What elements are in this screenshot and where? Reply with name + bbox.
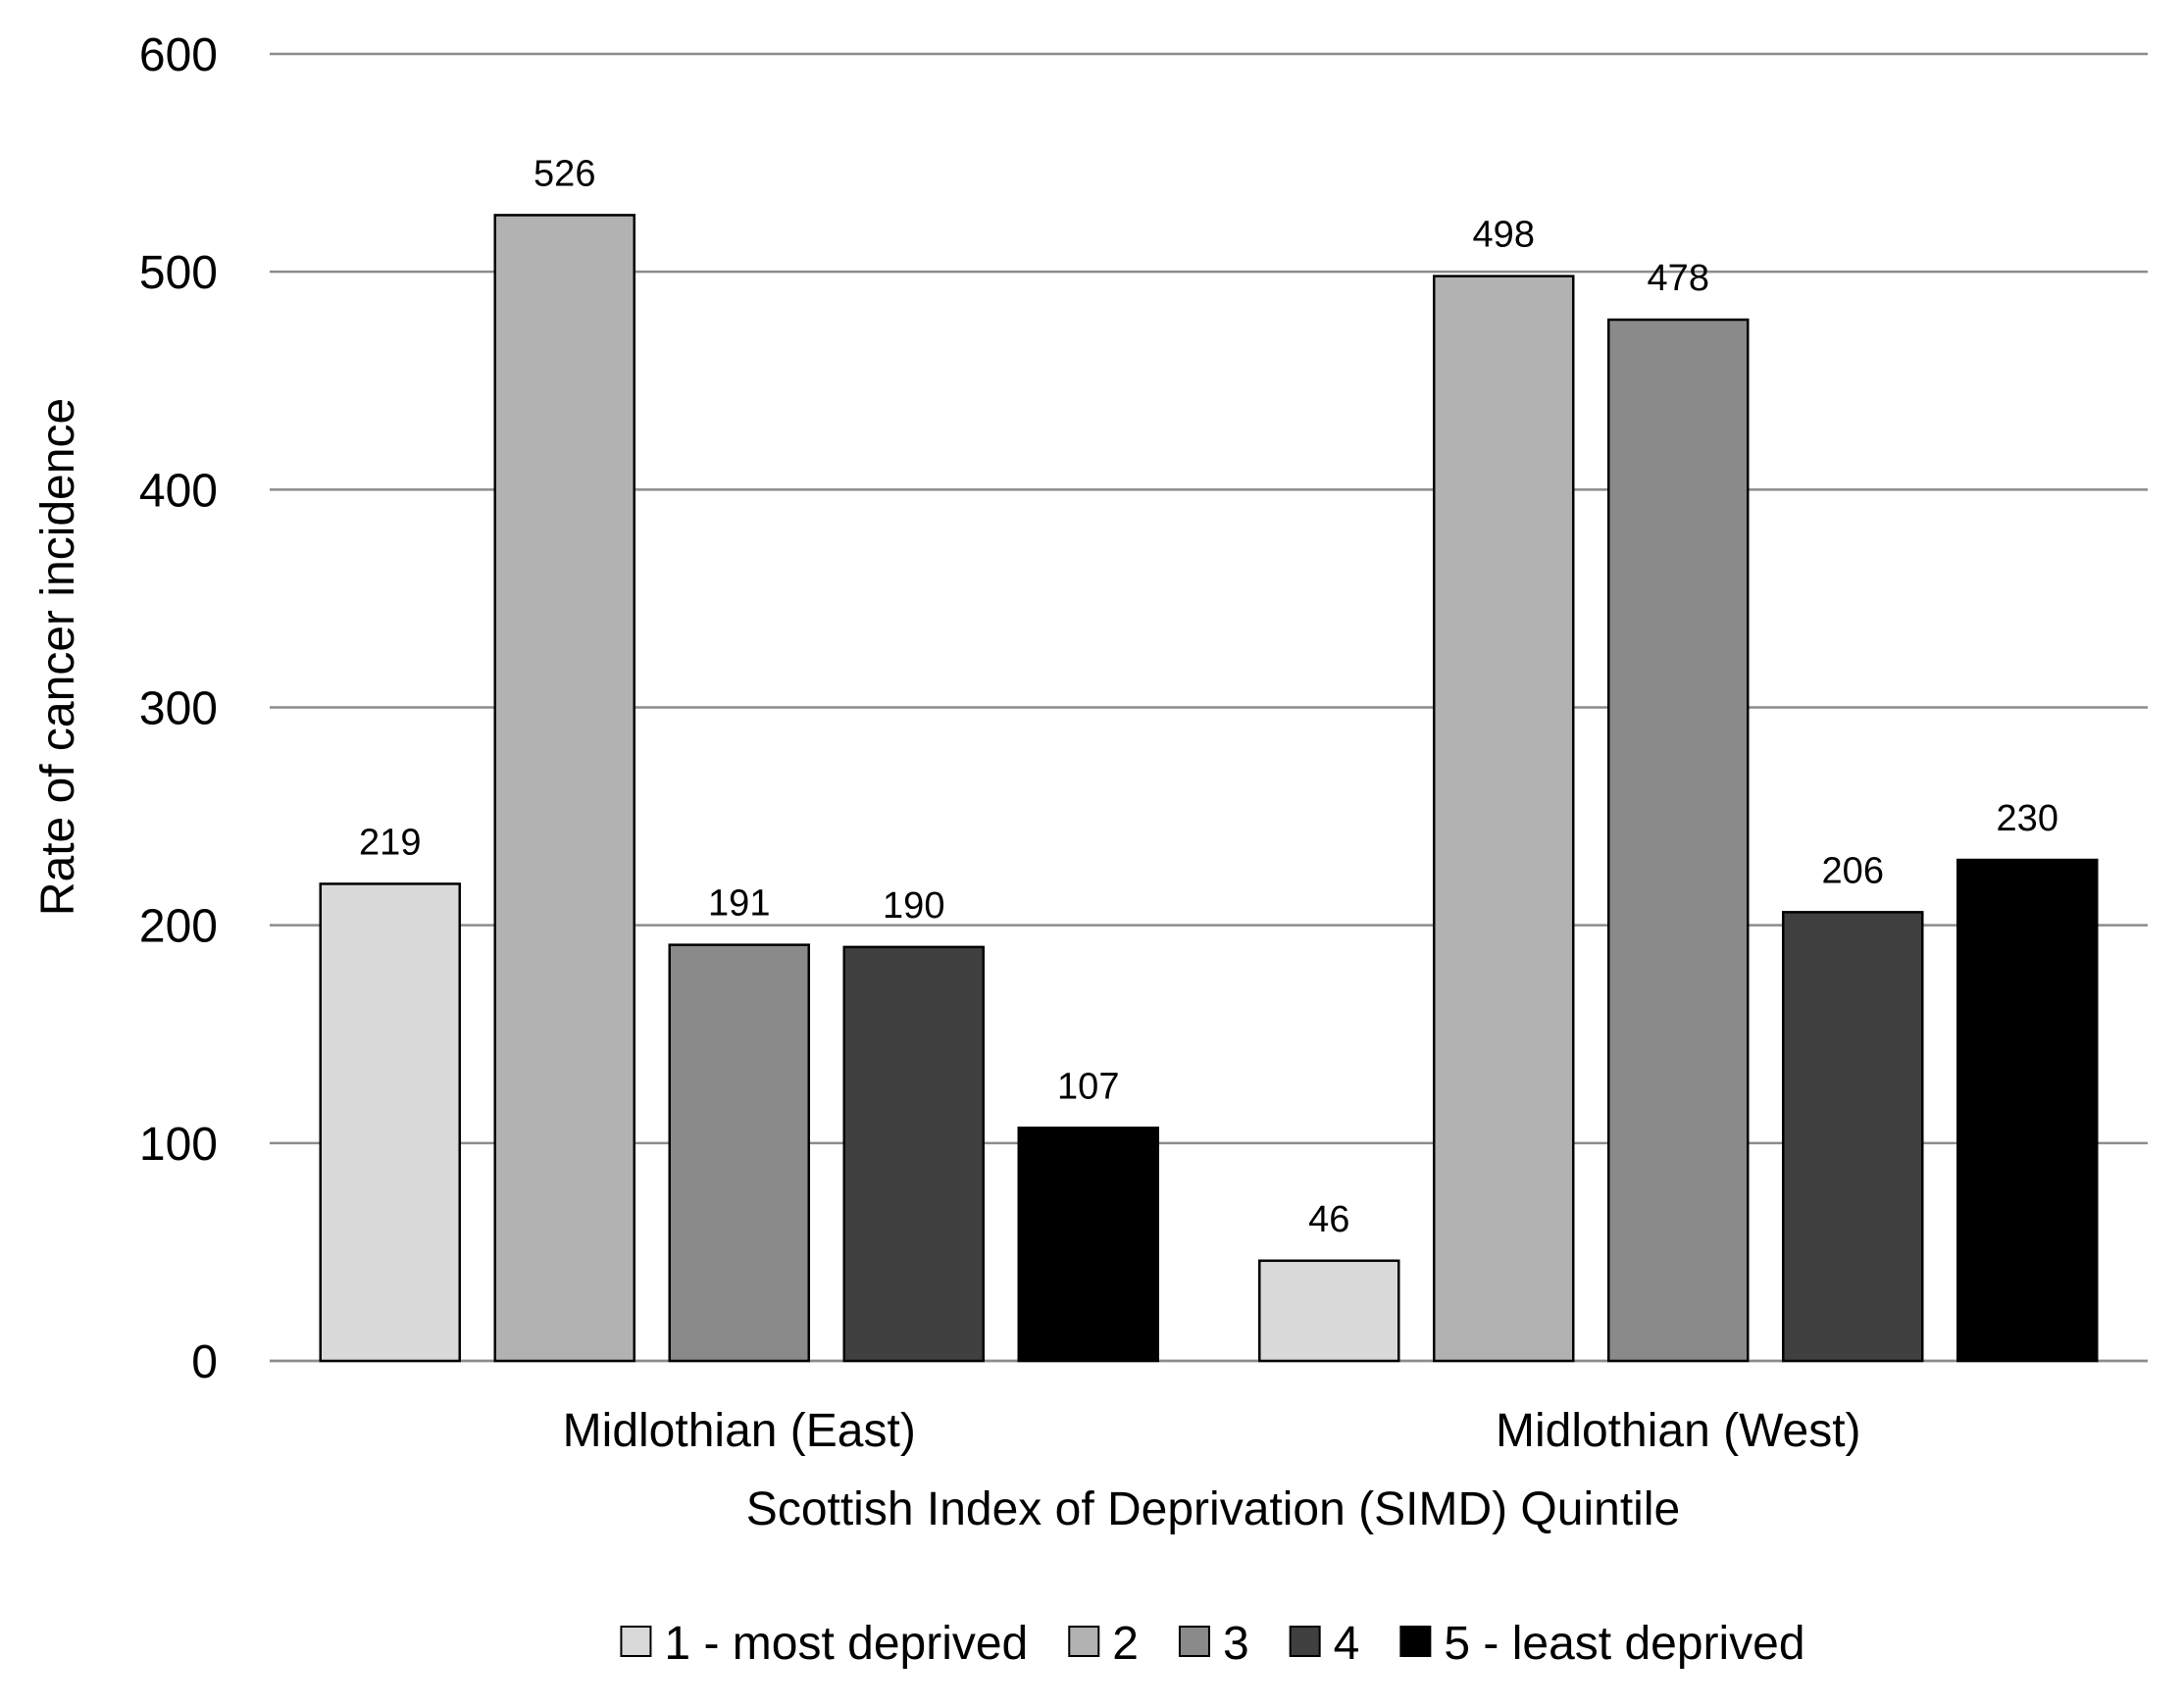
x-axis-category-labels: Midlothian (East) Midlothian (West): [563, 1405, 1861, 1457]
data-label: 230: [1997, 798, 2058, 839]
legend-label: 3: [1223, 1618, 1249, 1670]
y-axis-tick-labels: 0 100 200 300 400 500 600: [139, 29, 218, 1388]
y-tick-label: 200: [139, 901, 218, 953]
y-tick-label: 500: [139, 247, 218, 299]
y-axis-title: Rate of cancer incidence: [32, 398, 84, 916]
legend-swatch: [1178, 1626, 1210, 1657]
bar: [319, 882, 461, 1363]
data-label: 107: [1057, 1066, 1119, 1107]
legend-label: 5 - least deprived: [1444, 1618, 1804, 1670]
legend-swatch: [1289, 1626, 1321, 1657]
data-label: 190: [883, 885, 944, 927]
legend-swatch: [1399, 1626, 1432, 1657]
x-axis-title: Scottish Index of Deprivation (SIMD) Qui…: [746, 1483, 1680, 1535]
y-tick-label: 300: [139, 683, 218, 735]
bar: [1017, 1127, 1159, 1363]
y-tick-label: 100: [139, 1119, 218, 1171]
bar: [1607, 318, 1750, 1363]
x-category-label: Midlothian (West): [1496, 1405, 1861, 1457]
legend-label: 4: [1334, 1618, 1360, 1670]
bar: [668, 943, 810, 1363]
y-tick-label: 0: [191, 1336, 218, 1388]
y-tick-label: 600: [139, 29, 218, 81]
legend-label: 2: [1112, 1618, 1139, 1670]
data-label: 478: [1648, 258, 1709, 299]
x-category-label: Midlothian (East): [563, 1405, 916, 1457]
legend-swatch: [620, 1626, 652, 1657]
legend-label: 1 - most deprived: [664, 1618, 1028, 1670]
data-label: 498: [1473, 215, 1535, 256]
legend: 1 - most deprived 2 3 4 5 - least deprived: [620, 1618, 1805, 1670]
bar: [493, 214, 635, 1363]
y-tick-label: 400: [139, 465, 218, 517]
data-label: 191: [708, 883, 770, 925]
data-labels: 219 526 191 190 107 46 498 478 206 230: [359, 153, 2058, 1239]
bar: [1433, 275, 1575, 1363]
data-label: 46: [1308, 1199, 1349, 1240]
data-label: 526: [533, 153, 595, 194]
bar: [1782, 911, 1924, 1363]
legend-swatch: [1068, 1626, 1100, 1657]
bar: [1956, 858, 2099, 1363]
bar: [1258, 1259, 1400, 1363]
data-label: 206: [1822, 850, 1884, 891]
bar: [842, 945, 985, 1363]
data-label: 219: [359, 822, 421, 863]
bars: [319, 214, 2099, 1363]
